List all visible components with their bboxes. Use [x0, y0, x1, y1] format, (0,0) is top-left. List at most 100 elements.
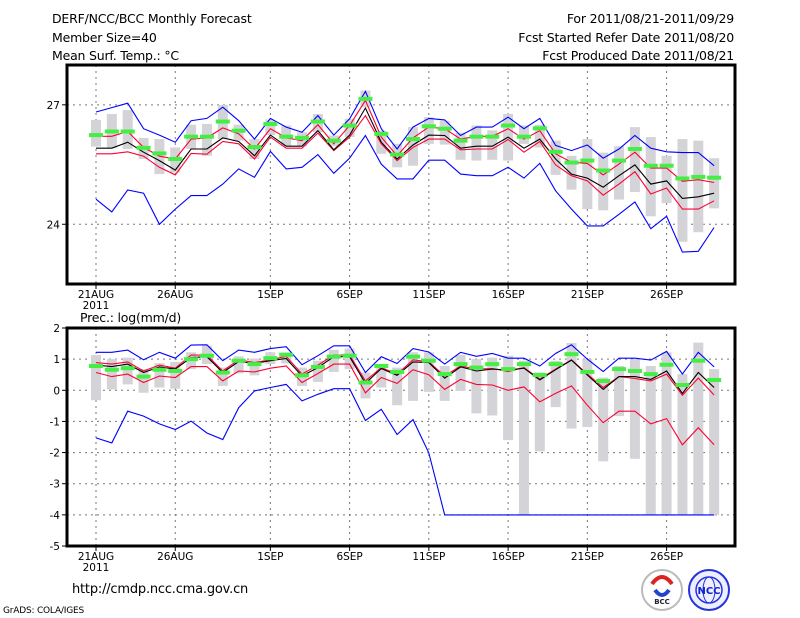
median-marker: [675, 176, 690, 181]
median-marker: [89, 363, 103, 368]
median-marker: [104, 367, 119, 372]
y-tick-label: -5: [50, 541, 60, 553]
median-marker: [707, 175, 722, 180]
y-tick-label: 1: [53, 354, 60, 366]
spread-box: [503, 355, 514, 441]
median-marker: [659, 362, 674, 367]
x-tick-label: 16SEP: [492, 289, 525, 301]
max-line: [95, 90, 715, 167]
median-marker: [532, 126, 547, 131]
median-marker: [358, 96, 373, 101]
spread-box: [439, 365, 450, 401]
y-tick-label: -3: [50, 479, 60, 491]
x-tick-label: 1SEP: [257, 289, 283, 301]
median-marker: [643, 163, 658, 168]
max-line: [96, 344, 715, 376]
x-tick-label: 26SEP: [650, 551, 683, 563]
median-marker: [437, 126, 452, 131]
spread-box: [233, 356, 244, 374]
median-marker: [548, 362, 563, 367]
x-tick-label: 26AUG: [157, 551, 193, 563]
median-marker: [469, 134, 484, 139]
precip-label: Prec.: log(mm/d): [80, 310, 182, 325]
median-marker: [580, 158, 595, 163]
x-tick-label: 6SEP: [336, 551, 362, 563]
median-marker: [184, 134, 199, 139]
median-marker: [659, 163, 674, 168]
median-marker: [627, 368, 642, 373]
median-marker: [612, 158, 627, 163]
spread-box: [598, 152, 609, 211]
spread-box: [344, 348, 355, 370]
median-marker: [406, 137, 420, 142]
median-marker: [643, 372, 658, 377]
median-marker: [501, 123, 516, 128]
spread-box: [582, 139, 593, 210]
median-marker: [247, 362, 262, 367]
median-marker: [612, 367, 627, 372]
median-marker: [326, 138, 341, 143]
median-marker: [184, 357, 199, 362]
spread-box: [566, 155, 577, 190]
spread-box: [455, 132, 466, 160]
x-tick-label: 6SEP: [336, 289, 362, 301]
median-marker: [263, 356, 278, 361]
median-marker: [437, 372, 452, 377]
median-marker: [691, 174, 706, 179]
year-label: 2011: [83, 300, 110, 312]
started-date: Fcst Started Refer Date 2011/08/20: [518, 30, 734, 45]
median-marker: [485, 362, 500, 367]
spread-box: [122, 357, 133, 385]
spread-box: [661, 155, 672, 204]
median-marker: [279, 352, 294, 357]
spread-box: [106, 359, 117, 390]
median-marker: [453, 138, 468, 143]
median-marker: [596, 378, 611, 383]
spread-box: [693, 342, 704, 515]
upper-line: [96, 99, 715, 184]
chart-title: DERF/NCC/BCC Monthly Forecast: [52, 11, 252, 26]
produced-date: Fcst Produced Date 2011/08/21: [542, 48, 734, 63]
website-url[interactable]: http://cmdp.ncc.cma.gov.cn: [72, 582, 249, 597]
min-line: [95, 134, 715, 253]
median-marker: [310, 364, 325, 369]
spread-box: [249, 358, 260, 376]
median-marker: [342, 353, 357, 358]
median-marker: [89, 133, 103, 138]
y-tick-label: 24: [47, 219, 61, 231]
median-marker: [231, 128, 246, 133]
median-marker: [120, 129, 135, 134]
lower-line: [96, 114, 715, 210]
median-marker: [120, 366, 135, 371]
temperature-chart: 21AUG 26AUG 1SEP 6SEP 11SEP 16SEP 21SEP 26SEP 20…: [47, 63, 737, 312]
spread-box: [487, 130, 498, 160]
median-marker: [231, 358, 246, 363]
median-marker: [627, 147, 642, 152]
spread-box: [376, 364, 387, 388]
x-tick-label: 16SEP: [492, 551, 525, 563]
y-tick-label: -4: [50, 510, 61, 522]
spread-box: [629, 359, 640, 459]
median-marker: [596, 168, 611, 173]
median-marker: [390, 369, 405, 374]
spread-box: [471, 125, 482, 161]
spread-box: [170, 361, 181, 389]
spread-box: [677, 139, 688, 242]
median-marker: [691, 358, 706, 363]
median-marker: [199, 353, 214, 358]
x-tick-label: 1SEP: [257, 551, 283, 563]
median-marker: [247, 145, 262, 150]
spread-box: [598, 377, 609, 462]
spread-box: [645, 137, 656, 217]
median-marker: [152, 151, 167, 156]
spread-box: [534, 372, 545, 452]
median-marker: [453, 362, 468, 367]
median-marker: [390, 152, 405, 157]
median-marker: [675, 382, 690, 387]
spread-box: [392, 367, 403, 406]
spread-box: [550, 140, 561, 175]
spread-box: [645, 365, 656, 515]
median-marker: [168, 368, 183, 373]
spread-box: [265, 119, 276, 136]
median-marker: [295, 373, 310, 378]
